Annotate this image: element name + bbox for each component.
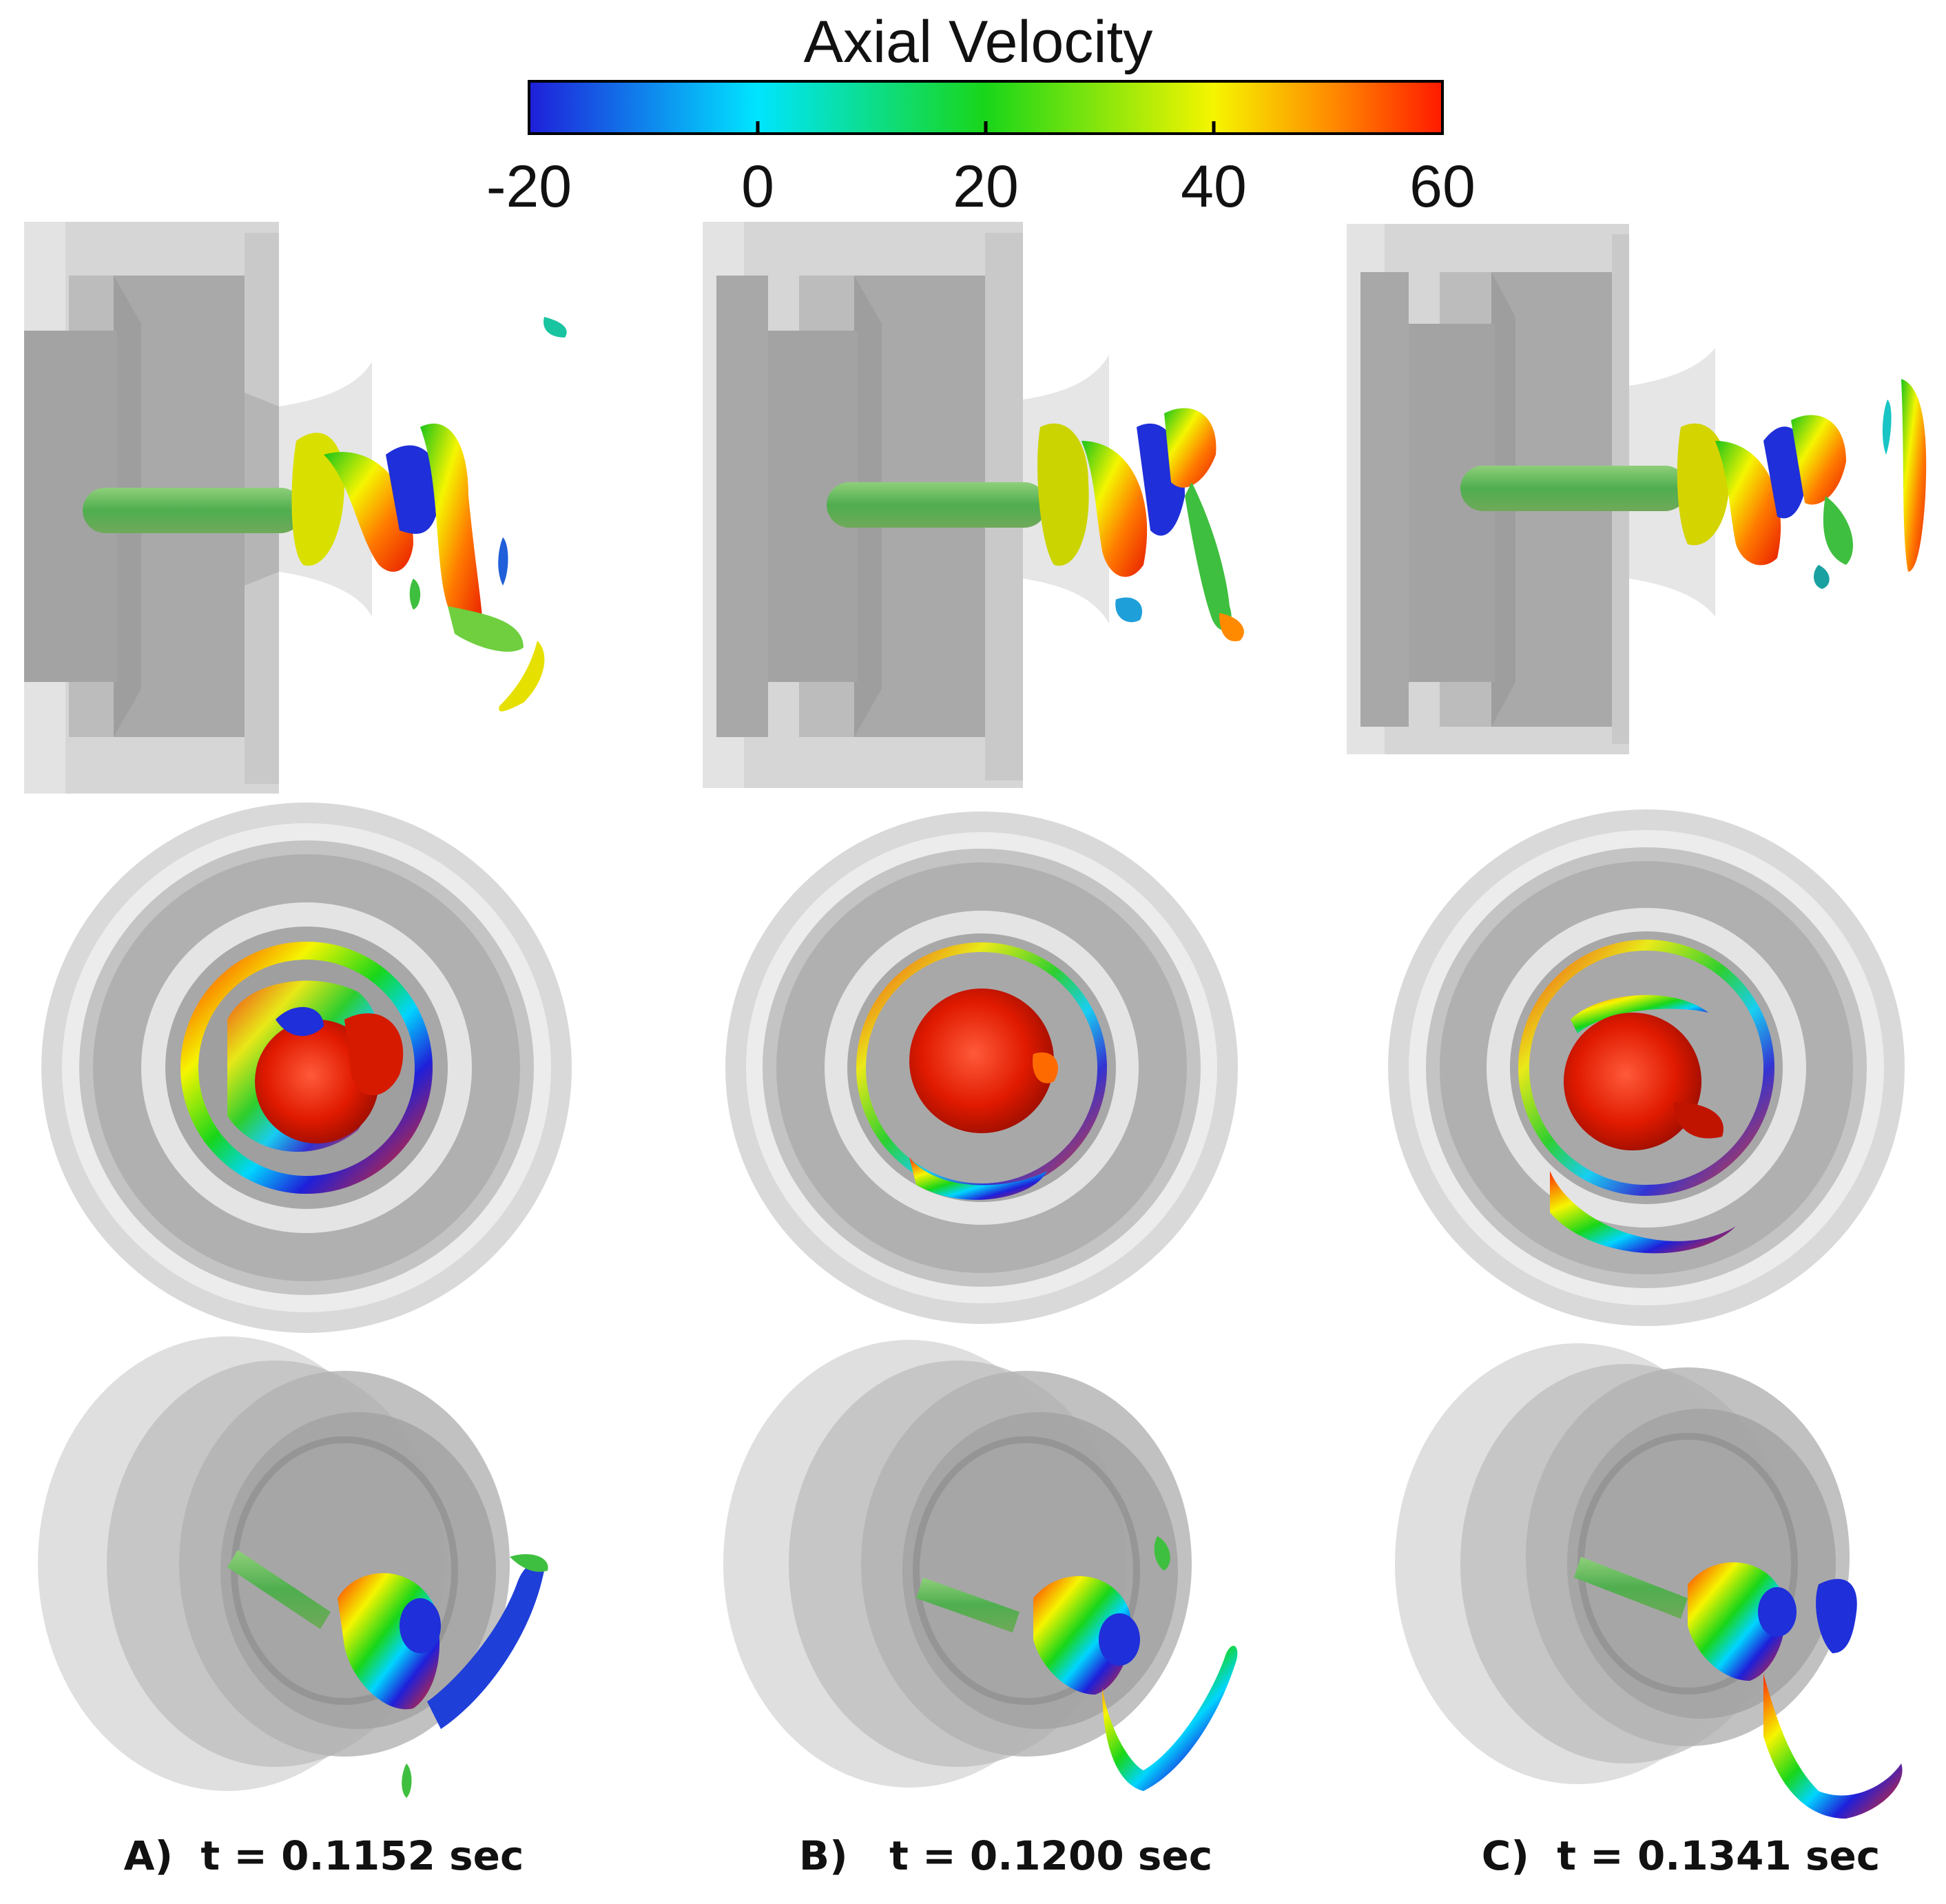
panel-caption-c: C) t = 0.1341 sec: [1481, 1832, 1881, 1879]
iso-view-a: [38, 1336, 548, 1798]
side-view-a: [24, 222, 567, 794]
colorbar-tick-label: -20: [486, 154, 572, 220]
end-view-b: [725, 811, 1238, 1324]
colorbar-tick-label: 20: [953, 154, 1019, 220]
colorbar-tick-label: 40: [1181, 154, 1247, 220]
end-view-a: [41, 803, 572, 1333]
colorbar-tick-label: 0: [741, 154, 774, 220]
side-view-b: [703, 222, 1244, 788]
colorbar-tick-label: 60: [1409, 154, 1476, 220]
iso-view-c: [1395, 1343, 1903, 1819]
end-view-c: [1388, 809, 1905, 1326]
colorbar: [528, 80, 1444, 135]
panel-caption-a: A) t = 0.1152 sec: [123, 1832, 524, 1879]
panel-caption-b: B) t = 0.1200 sec: [798, 1832, 1213, 1879]
colorbar-title: Axial Velocity: [803, 9, 1153, 75]
side-view-c: [1347, 224, 1927, 754]
iso-view-b: [723, 1340, 1238, 1791]
